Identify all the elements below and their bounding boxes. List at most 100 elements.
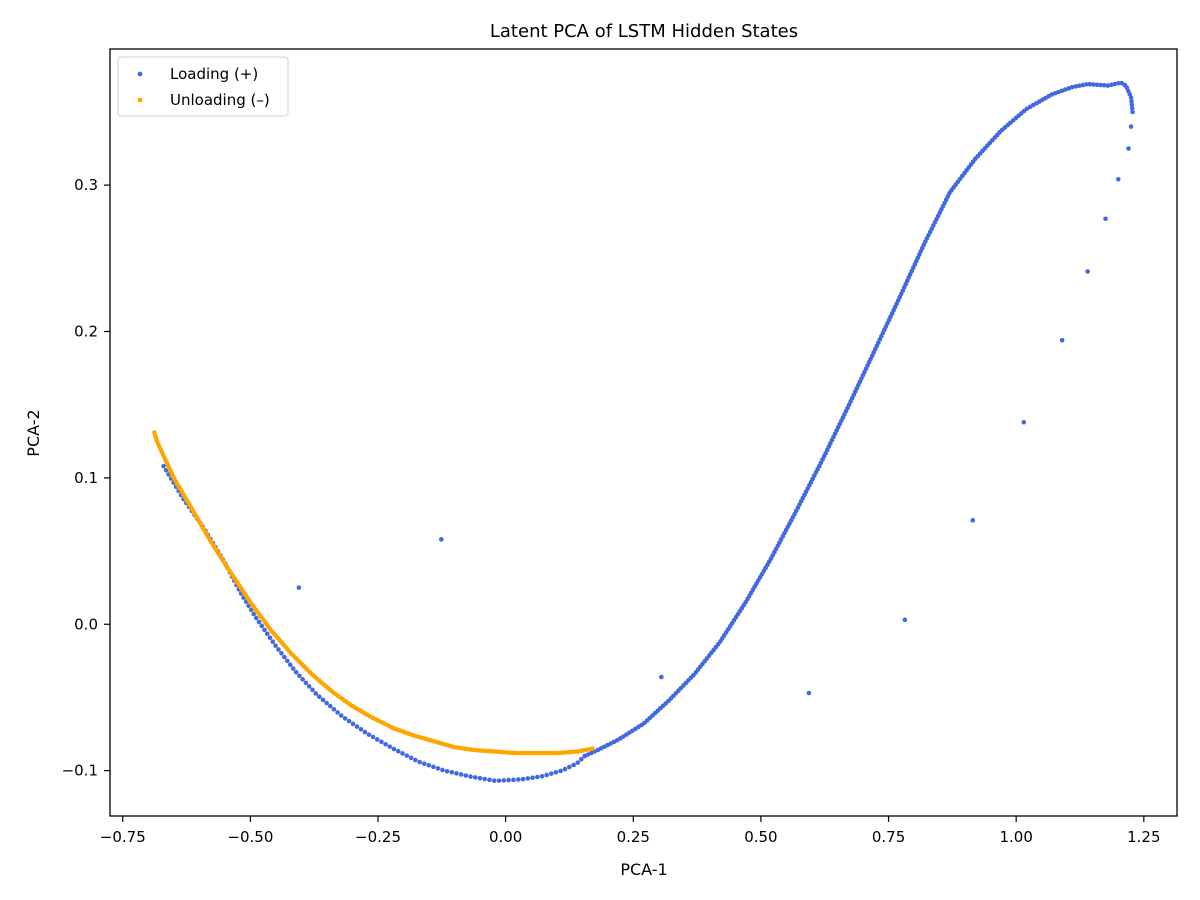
data-point: [1103, 216, 1108, 222]
data-point: [310, 687, 315, 693]
data-point: [496, 778, 502, 783]
data-point: [515, 777, 521, 782]
data-point: [426, 762, 432, 768]
data-point: [1069, 84, 1075, 90]
data-point: [439, 537, 444, 542]
data-point: [342, 716, 348, 721]
x-tick-label: 0.75: [872, 828, 905, 846]
data-point: [395, 748, 401, 754]
data-point: [1116, 80, 1121, 86]
data-point: [579, 757, 584, 762]
data-point: [317, 694, 322, 700]
data-point: [276, 647, 281, 652]
data-point: [558, 768, 563, 774]
data-point: [161, 463, 166, 469]
data-point: [366, 732, 372, 737]
data-point: [458, 772, 464, 777]
data-point: [1101, 83, 1107, 88]
y-tick-label: 0.3: [74, 176, 98, 194]
data-point: [1073, 84, 1078, 89]
points-layer: [152, 80, 1135, 783]
data-point: [659, 674, 664, 680]
data-point: [544, 772, 549, 778]
data-point: [379, 739, 384, 745]
data-point: [463, 773, 469, 778]
data-point: [454, 771, 459, 776]
data-point: [354, 724, 360, 729]
legend-marker-unloading: [137, 97, 143, 103]
data-point: [1129, 98, 1134, 104]
data-point: [259, 623, 265, 629]
data-point: [491, 778, 497, 783]
data-point: [346, 718, 352, 724]
data-point: [506, 777, 511, 783]
data-point: [431, 764, 436, 770]
data-point: [391, 746, 397, 752]
x-tick-label: −0.25: [355, 828, 401, 846]
data-point: [296, 585, 302, 590]
data-point: [487, 777, 492, 783]
data-point: [152, 430, 157, 435]
data-point: [362, 729, 368, 735]
data-point: [313, 691, 319, 696]
data-point: [1112, 81, 1118, 87]
plot-frame: [109, 48, 1178, 817]
x-tick-label: −0.50: [227, 828, 273, 846]
x-tick-label: 0.25: [617, 828, 650, 846]
data-point: [553, 770, 559, 775]
data-point: [444, 768, 450, 774]
data-point: [387, 744, 393, 749]
data-point: [1094, 82, 1100, 88]
data-point: [482, 776, 488, 782]
legend-marker-loading: [137, 71, 143, 77]
data-point: [1080, 82, 1086, 88]
legend: Loading (+) Unloading (–): [117, 56, 289, 117]
series-loading: [161, 80, 1135, 783]
data-point: [327, 703, 333, 709]
data-point: [511, 777, 516, 783]
y-tick-label: 0.0: [74, 615, 98, 633]
data-point: [571, 762, 576, 768]
data-point: [383, 741, 388, 747]
legend-box: [117, 56, 289, 117]
data-point: [440, 767, 445, 773]
data-point: [324, 700, 329, 706]
x-axis-ticks: −0.75 −0.50 −0.25 0.00 0.25 0.50 0.75 1.00 1.25: [100, 816, 1161, 846]
data-point: [256, 619, 262, 625]
data-point: [408, 755, 414, 761]
data-point: [1108, 82, 1114, 88]
data-point: [320, 697, 326, 703]
data-point: [1128, 124, 1134, 129]
data-point: [404, 753, 410, 758]
series-unloading: [152, 430, 595, 756]
data-point: [1076, 83, 1082, 89]
x-tick-label: 1.00: [999, 828, 1032, 846]
data-point: [1130, 109, 1135, 115]
data-point: [1129, 106, 1135, 111]
data-point: [1128, 95, 1134, 100]
data-point: [535, 774, 540, 780]
data-point: [472, 775, 478, 780]
x-tick-label: 0.50: [744, 828, 777, 846]
data-point: [350, 721, 356, 727]
data-point: [468, 774, 473, 779]
data-point: [421, 761, 427, 766]
data-point: [293, 670, 299, 675]
data-point: [279, 650, 284, 656]
chart-title: Latent PCA of LSTM Hidden States: [490, 21, 798, 42]
data-point: [335, 710, 340, 715]
data-point: [253, 615, 259, 621]
data-point: [306, 684, 312, 689]
x-tick-label: 1.25: [1127, 828, 1160, 846]
y-tick-label: 0.2: [74, 323, 98, 341]
data-point: [549, 771, 554, 776]
data-point: [1105, 83, 1111, 88]
legend-label-unloading: Unloading (–): [170, 91, 270, 109]
legend-label-loading: Loading (+): [170, 65, 258, 83]
data-point: [1098, 82, 1103, 88]
data-point: [1021, 419, 1027, 425]
data-point: [331, 706, 337, 712]
data-point: [262, 627, 267, 633]
y-axis-label: PCA-2: [24, 409, 43, 456]
